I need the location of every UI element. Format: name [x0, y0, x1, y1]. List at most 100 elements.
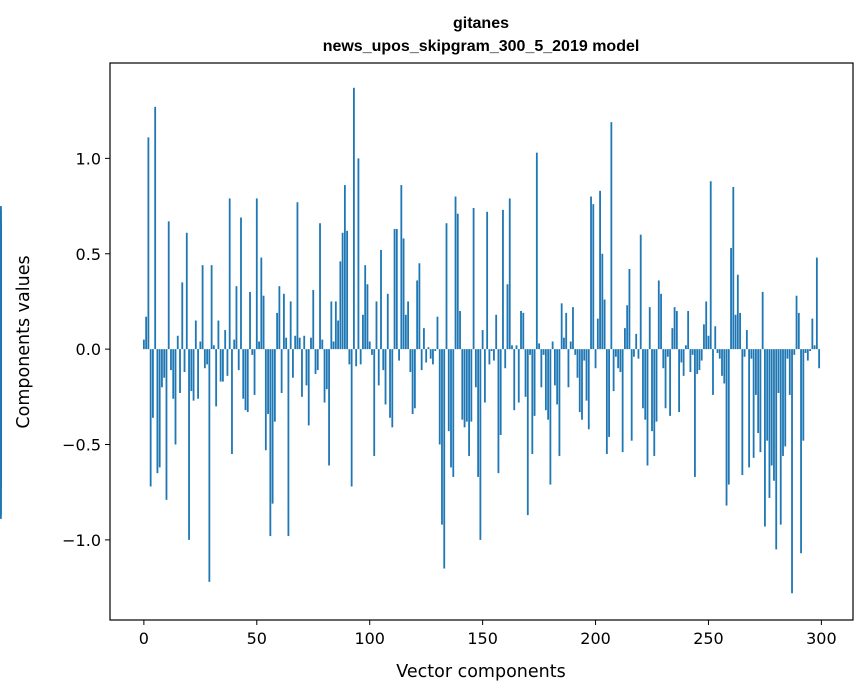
x-tick-label: 250: [693, 629, 724, 648]
bar: [517, 349, 520, 403]
bar: [199, 341, 202, 350]
bar: [262, 295, 265, 350]
y-tick-label: −1.0: [62, 531, 101, 550]
bar: [773, 349, 775, 481]
bar: [217, 320, 220, 350]
bar: [624, 328, 626, 350]
bar: [603, 299, 606, 350]
bar: [583, 349, 586, 361]
bar: [228, 198, 231, 350]
bar: [154, 106, 157, 350]
bar: [242, 349, 245, 399]
bar: [197, 349, 199, 399]
bar: [244, 349, 247, 411]
bar: [488, 349, 491, 365]
bar: [757, 349, 760, 434]
bar: [273, 349, 276, 422]
bar: [621, 349, 624, 453]
bar: [558, 349, 561, 456]
bar: [258, 341, 260, 350]
bar: [359, 349, 362, 365]
y-tick-label: 0.5: [76, 245, 101, 264]
bar: [319, 223, 321, 350]
bar: [734, 314, 737, 350]
bar: [432, 349, 434, 365]
bar: [725, 349, 728, 506]
bar: [190, 349, 193, 392]
bar: [292, 349, 294, 378]
bar: [212, 345, 215, 350]
bar: [305, 349, 308, 386]
bar: [147, 137, 150, 350]
bar: [524, 349, 527, 397]
bar: [0, 349, 2, 399]
bar: [427, 347, 430, 350]
bar: [508, 198, 511, 350]
bar: [529, 349, 531, 355]
x-axis-label: Vector components: [396, 662, 565, 682]
bar: [759, 349, 762, 453]
bar: [289, 301, 292, 350]
bar: [605, 349, 608, 455]
bar: [581, 349, 583, 420]
bar: [578, 349, 581, 413]
bar: [526, 349, 529, 516]
bar: [276, 312, 279, 350]
bar: [644, 349, 647, 420]
bar: [280, 349, 283, 393]
bar: [630, 349, 633, 441]
bar: [497, 349, 500, 474]
bar: [350, 349, 353, 487]
bar: [671, 328, 674, 350]
bar: [721, 349, 723, 376]
bar: [637, 349, 640, 359]
bar: [375, 301, 378, 350]
bar: [694, 349, 696, 477]
bar: [368, 341, 371, 350]
bar: [434, 349, 437, 352]
bar: [784, 349, 787, 447]
bar: [443, 349, 446, 569]
bar: [450, 349, 452, 468]
bar: [330, 301, 333, 350]
bar: [269, 349, 272, 537]
chart-subtitle: news_upos_skipgram_300_5_2019 model: [323, 38, 640, 55]
bar: [328, 349, 330, 466]
bar: [705, 301, 708, 350]
bar: [384, 349, 387, 405]
bar: [533, 349, 536, 416]
bar: [296, 202, 299, 350]
bar: [472, 207, 475, 350]
bar: [610, 122, 613, 350]
bar: [409, 349, 412, 373]
bar: [520, 310, 522, 350]
bar: [445, 223, 448, 350]
bar: [811, 318, 814, 350]
bar: [233, 339, 236, 350]
bar: [619, 349, 622, 373]
bar: [303, 335, 306, 350]
bar: [657, 280, 660, 350]
bar: [206, 349, 209, 365]
bar: [770, 349, 773, 466]
bar: [800, 349, 802, 554]
bar: [481, 330, 484, 350]
bar: [642, 349, 644, 409]
bar: [815, 257, 818, 350]
bar: [718, 349, 721, 359]
bar: [660, 293, 662, 350]
bar: [538, 343, 540, 350]
bar: [264, 349, 267, 451]
bar: [416, 280, 419, 350]
bar: [587, 349, 590, 430]
bar: [353, 87, 355, 350]
bar: [222, 349, 224, 382]
bar: [161, 349, 163, 388]
bar: [267, 349, 269, 414]
bar: [246, 349, 249, 413]
bar: [235, 286, 238, 350]
bar: [806, 349, 809, 361]
bar: [278, 286, 281, 350]
bar: [569, 341, 572, 350]
